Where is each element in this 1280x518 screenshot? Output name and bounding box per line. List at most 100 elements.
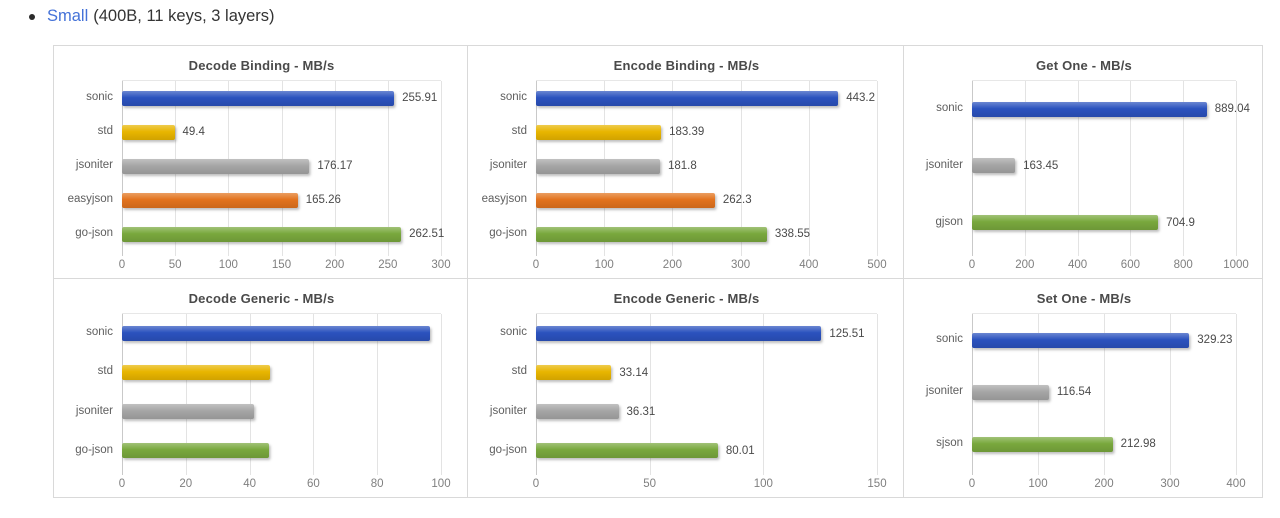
axis-tick-label: 100 — [594, 259, 614, 271]
category-label-jsoniter: jsoniter — [75, 158, 113, 171]
axis-tick-label: 0 — [968, 259, 976, 271]
bar-row-sonic: 889.04 — [972, 101, 1250, 117]
encode-binding-chart: Encode Binding - MB/s sonic std jsoniter eas… — [468, 46, 904, 279]
bar-easyjson — [122, 192, 298, 208]
bar-row-easyjson: 262.3 — [536, 192, 877, 208]
value-label-sonic: 255.91 — [402, 92, 438, 104]
gridline — [1183, 81, 1185, 256]
get-one-plot-area: sonic jsoniter gjson 889.04 163.45 704.9 — [912, 80, 1256, 256]
bar-row-go-json: 338.55 — [536, 226, 877, 242]
gridline — [387, 81, 389, 256]
bar-sonic — [972, 101, 1207, 117]
axis-tick-label: 100 — [753, 478, 773, 490]
category-label-sonic: sonic — [86, 90, 113, 103]
bar-sonic — [972, 332, 1190, 348]
set-one-chart-title: Set One - MB/s — [1036, 291, 1132, 306]
x-axis: 0 20 40 60 80 100 — [119, 470, 451, 493]
encode-generic-chart-title: Encode Generic - MB/s — [613, 291, 760, 306]
gridline — [441, 81, 442, 256]
x-axis: 0 50 100 150 — [533, 470, 887, 493]
category-label-go-json: go-json — [75, 443, 113, 456]
category-label-go-json: go-json — [489, 443, 527, 456]
axis-tick-label: 200 — [1094, 478, 1114, 490]
gridline — [877, 81, 878, 256]
category-label-jsoniter: jsoniter — [489, 158, 527, 171]
encode-generic-plot-area: sonic std jsoniter go-json 125.51 33.14 36.31 8… — [476, 313, 897, 475]
bar-row-go-json: 80.01 — [536, 443, 877, 458]
axis-tick-label: 100 — [1028, 478, 1048, 490]
category-label-std: std — [511, 124, 527, 137]
decode-binding-chart: Decode Binding - MB/s sonic std jsoniter eas… — [54, 46, 468, 279]
x-axis: 0 100 200 300 400 500 — [532, 251, 887, 274]
x-axis: 0 50 100 150 200 250 300 — [118, 251, 451, 274]
category-label-std: std — [97, 365, 113, 378]
bullet-marker-icon — [29, 13, 35, 20]
bar-jsoniter — [536, 404, 619, 419]
category-label-easyjson: easyjson — [67, 193, 113, 206]
bar-jsoniter — [972, 158, 1016, 174]
category-label-go-json: go-json — [75, 227, 113, 240]
gridline — [1236, 81, 1237, 256]
gridline — [1104, 314, 1105, 475]
set-one-plot-area: sonic jsoniter sjson 329.23 116.54 212.98 — [912, 313, 1256, 475]
value-label-sonic: 443.2 — [846, 92, 876, 104]
category-axis: sonic jsoniter sjson — [912, 313, 972, 470]
bar-std — [122, 365, 271, 380]
bar-sjson — [972, 436, 1113, 452]
bar-row-sjson: 212.98 — [972, 436, 1236, 452]
bar-std — [122, 124, 175, 140]
value-label-jsoniter: 176.17 — [317, 160, 353, 172]
value-label-easyjson: 165.26 — [305, 194, 341, 206]
set-one-chart: Set One - MB/s sonic jsoniter sjson 329.23 11… — [904, 279, 1263, 498]
get-one-chart-title: Get One - MB/s — [1036, 58, 1132, 73]
axis-tick-label: 100 — [218, 259, 238, 271]
axis-tick-label: 400 — [1226, 478, 1246, 490]
value-label-sonic: 889.04 — [1214, 103, 1250, 116]
axis-tick-label: 200 — [325, 259, 345, 271]
value-label-jsoniter: 116.54 — [1056, 386, 1092, 398]
gridline — [1130, 81, 1132, 256]
bar-row-jsoniter: 36.31 — [536, 404, 877, 419]
bar-go-json — [122, 226, 402, 242]
small-benchmark-link[interactable]: Small — [47, 7, 89, 25]
axis-tick-label: 20 — [179, 478, 193, 490]
bar-row-gjson: 704.9 — [972, 215, 1236, 231]
gridline — [763, 314, 765, 475]
value-label-sjson: 212.98 — [1120, 438, 1156, 450]
bar-easyjson — [536, 192, 715, 208]
axis-tick-label: 250 — [378, 259, 398, 271]
category-axis: sonic std jsoniter go-json — [62, 313, 122, 470]
bar-sonic — [536, 326, 822, 341]
category-label-sonic: sonic — [500, 326, 527, 339]
decode-generic-chart-title: Decode Generic - MB/s — [188, 291, 335, 306]
bar-rows: 443.2 183.39 181.8 262.3 338.55 — [536, 81, 877, 251]
gridline — [377, 314, 379, 475]
axis-tick-label: 40 — [243, 478, 256, 490]
bar-row-sonic: 329.23 — [972, 332, 1236, 348]
decode-binding-plot-area: sonic std jsoniter easyjson go-json 255.91 49.… — [62, 80, 461, 256]
category-label-sonic: sonic — [86, 326, 113, 339]
bar-go-json — [536, 226, 767, 242]
bar-row-jsoniter — [122, 404, 441, 419]
value-label-std: 183.39 — [669, 126, 705, 138]
gridline — [185, 314, 187, 475]
gridline — [808, 81, 810, 256]
gridline — [1024, 81, 1026, 256]
axis-tick-label: 80 — [370, 478, 384, 490]
gridline — [249, 314, 251, 475]
bar-track: 329.23 116.54 212.98 — [972, 313, 1237, 475]
value-label-sonic: 329.23 — [1197, 334, 1233, 346]
bar-row-sonic: 255.91 — [122, 90, 441, 106]
x-axis: 0 200 400 600 800 1000 — [968, 251, 1249, 274]
axis-tick-label: 400 — [1068, 259, 1088, 271]
axis-tick-label: 300 — [1160, 478, 1180, 490]
axis-tick-label: 0 — [118, 259, 126, 271]
axis-tick-label: 0 — [532, 259, 540, 271]
benchmark-params-text: (400B, 11 keys, 3 layers) — [93, 7, 275, 25]
category-axis: sonic std jsoniter easyjson go-json — [476, 80, 536, 251]
category-label-sonic: sonic — [936, 332, 963, 345]
axis-tick-label: 300 — [731, 259, 751, 271]
value-label-std: 33.14 — [619, 366, 649, 379]
bar-row-jsoniter: 181.8 — [536, 158, 877, 174]
axis-tick-label: 200 — [1015, 259, 1035, 271]
